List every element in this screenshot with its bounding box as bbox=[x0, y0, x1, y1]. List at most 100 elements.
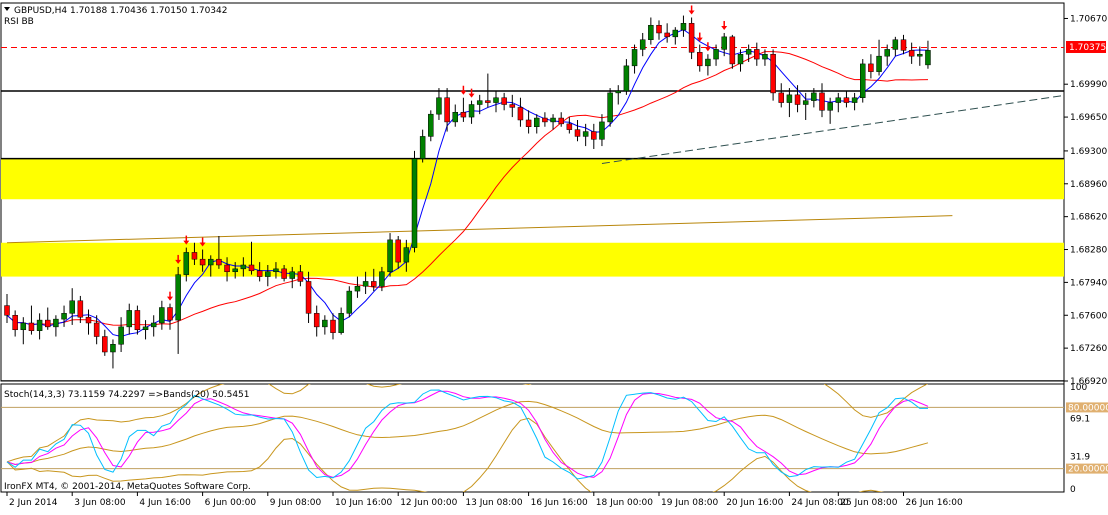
candle bbox=[4, 293, 10, 323]
bull-candle-body bbox=[322, 319, 328, 328]
bear-candle-body bbox=[248, 264, 255, 272]
bear-candle-body bbox=[770, 53, 776, 94]
bull-candle-body bbox=[175, 274, 181, 321]
bull-candle-body bbox=[860, 63, 866, 98]
bear-candle-body bbox=[297, 271, 304, 282]
price-axis: 1.70670 1.69990 1.69650 1.69300 1.68960 1.686… bbox=[1064, 14, 1107, 387]
bear-candle-body bbox=[281, 268, 287, 279]
candle bbox=[656, 20, 662, 40]
candle bbox=[762, 49, 768, 66]
stoch-panel-frame bbox=[0, 383, 1065, 493]
candle bbox=[664, 23, 670, 43]
bull-candle-body bbox=[476, 100, 483, 105]
bull-candle-body bbox=[428, 113, 434, 137]
bear-candle-body bbox=[542, 117, 548, 123]
stoch-signal-line bbox=[6, 390, 929, 478]
stoch-band-middle bbox=[6, 400, 929, 466]
candle bbox=[819, 83, 825, 118]
bear-candle-body bbox=[371, 281, 377, 287]
bull-candle-body bbox=[534, 117, 540, 127]
bear-candle-body bbox=[460, 111, 467, 118]
price-tick-label: 1.68620 bbox=[1070, 213, 1107, 223]
bear-candle-body bbox=[191, 252, 198, 260]
bear-candle-body bbox=[216, 258, 222, 266]
candle bbox=[900, 34, 907, 55]
indicator-names: RSI BB bbox=[4, 17, 34, 27]
candle bbox=[142, 320, 149, 340]
fractal-down-arrow-icon bbox=[167, 291, 173, 301]
candle bbox=[908, 42, 915, 64]
time-tick-label: 10 Jun 16:00 bbox=[335, 498, 392, 508]
fractal-down-arrow-icon bbox=[175, 254, 182, 264]
bull-candle-body bbox=[379, 271, 385, 287]
stoch-main-line bbox=[6, 389, 928, 480]
ma-long-line bbox=[6, 215, 953, 244]
time-tick-label: 3 Jun 08:00 bbox=[74, 498, 126, 508]
candle bbox=[542, 112, 548, 127]
time-tick-label: 12 Jun 00:00 bbox=[400, 498, 457, 508]
candle bbox=[876, 39, 882, 76]
candle bbox=[501, 92, 507, 111]
time-tick-label: 16 Jun 16:00 bbox=[531, 498, 588, 508]
candle bbox=[354, 276, 361, 298]
bull-candle-body bbox=[892, 39, 899, 50]
bull-candle-body bbox=[615, 90, 621, 94]
stoch-tick-label: 31.9 bbox=[1070, 452, 1090, 462]
bull-candle-body bbox=[183, 252, 190, 275]
bear-candle-body bbox=[313, 313, 320, 328]
candle bbox=[428, 110, 434, 142]
bull-candle-body bbox=[232, 268, 238, 273]
bear-candle-body bbox=[574, 129, 581, 137]
bull-candle-body bbox=[53, 318, 59, 328]
bull-candle-body bbox=[599, 121, 605, 140]
candle bbox=[713, 44, 719, 66]
current-price-label: 1.70375 bbox=[1069, 43, 1106, 53]
candle bbox=[868, 54, 874, 79]
price-tick-label: 1.66920 bbox=[1070, 377, 1107, 387]
price-tick-label: 1.68280 bbox=[1070, 246, 1107, 256]
bull-candle-body bbox=[631, 49, 638, 67]
candle bbox=[69, 288, 75, 325]
candle bbox=[313, 305, 320, 337]
dropdown-triangle-icon bbox=[4, 7, 10, 11]
stoch-lines-layer bbox=[1, 384, 1064, 492]
candle bbox=[118, 317, 124, 352]
candle bbox=[338, 307, 344, 335]
bull-candle-body bbox=[354, 286, 361, 292]
candle bbox=[45, 307, 51, 330]
candle bbox=[672, 27, 679, 45]
bear-candle-body bbox=[794, 94, 801, 105]
candle bbox=[175, 266, 181, 354]
bull-candle-body bbox=[925, 50, 931, 66]
stoch-tick-label: 0 bbox=[1070, 485, 1076, 495]
bull-candle-body bbox=[705, 58, 711, 67]
candle bbox=[167, 303, 173, 330]
candle bbox=[827, 97, 833, 124]
candle bbox=[648, 17, 654, 45]
bear-candle-body bbox=[729, 36, 736, 65]
trendline[interactable] bbox=[601, 94, 1075, 164]
candle bbox=[208, 255, 214, 277]
bull-candle-body bbox=[786, 94, 793, 103]
candle bbox=[216, 235, 222, 269]
bear-candle-body bbox=[664, 32, 670, 38]
bear-candle-body bbox=[558, 117, 564, 125]
bull-candle-body bbox=[835, 97, 842, 103]
candle bbox=[802, 92, 809, 120]
bull-candle-body bbox=[159, 307, 165, 324]
fractal-down-arrow-icon bbox=[704, 42, 711, 52]
candle bbox=[631, 44, 638, 74]
candle bbox=[794, 85, 801, 113]
time-tick-label: 13 Jun 08:00 bbox=[465, 498, 522, 508]
candle bbox=[199, 249, 206, 272]
bull-candle-body bbox=[648, 24, 654, 40]
price-tick-label: 1.69650 bbox=[1070, 113, 1107, 123]
bear-candle-body bbox=[224, 264, 230, 273]
time-tick-label: 18 Jun 00:00 bbox=[596, 498, 653, 508]
bear-candle-body bbox=[754, 49, 760, 60]
supply-demand-zone bbox=[1, 158, 1064, 200]
bull-candle-body bbox=[126, 310, 132, 328]
copyright-text: IronFX MT4, © 2001-2014, MetaQuotes Soft… bbox=[4, 482, 251, 492]
